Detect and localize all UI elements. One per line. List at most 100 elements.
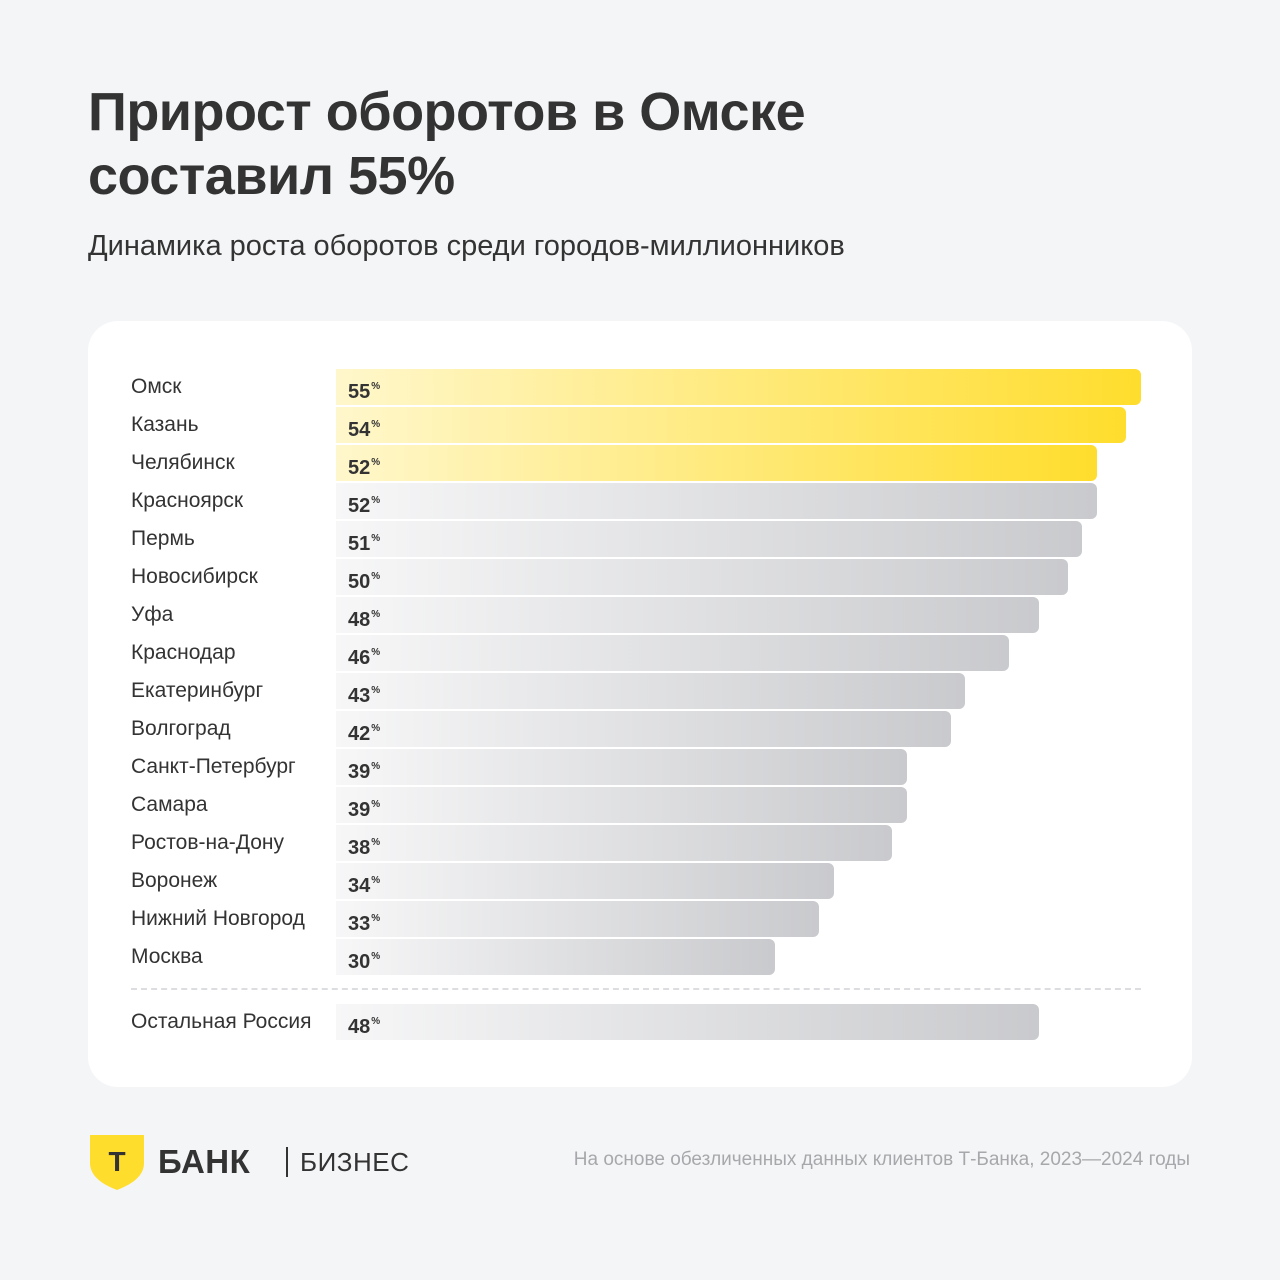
bar-value-number: 51 [348, 533, 371, 555]
category-label: Новосибирск [131, 565, 258, 588]
bar-value-number: 52 [348, 495, 371, 517]
reference-row: Остальная Россия 48% [88, 1004, 1192, 1040]
city-row: Новосибирск 50% [88, 559, 1192, 595]
bar: 52% [336, 483, 1097, 519]
bar-value-number: 46 [348, 647, 371, 669]
bar-value-unit: % [371, 799, 381, 810]
category-label: Волгоград [131, 717, 231, 740]
bar-value-unit: % [371, 419, 381, 430]
category-label: Остальная Россия [131, 1010, 312, 1033]
category-label: Красноярск [131, 489, 244, 512]
bar-value-unit: % [371, 685, 381, 696]
brand-name: БАНК [158, 1143, 251, 1180]
category-label: Самара [131, 793, 208, 816]
bar-value-label: 33% [348, 901, 380, 937]
city-row: Санкт-Петербург 39% [88, 749, 1192, 785]
bar-value-label: 42% [348, 711, 380, 747]
bar-value-unit: % [371, 609, 381, 620]
bar-value-number: 48 [348, 1016, 371, 1038]
bar-value-unit: % [371, 723, 381, 734]
category-label: Нижний Новгород [131, 907, 305, 930]
bar-value-number: 52 [348, 457, 371, 479]
bar-value-label: 50% [348, 559, 380, 595]
bar-chart: Омск 55% Казань 54% Челябинск 52% Красноярск 52… [88, 321, 1192, 1087]
bar: 39% [336, 787, 907, 823]
bar-value-unit: % [371, 1016, 381, 1027]
bar-value-label: 39% [348, 787, 380, 823]
bar-value-label: 51% [348, 521, 380, 557]
bar: 42% [336, 711, 951, 747]
city-row: Челябинск 52% [88, 445, 1192, 481]
tbank-shield-icon: Т [90, 1135, 144, 1190]
brand-subtitle: БИЗНЕС [300, 1147, 410, 1177]
city-row: Ростов-на-Дону 38% [88, 825, 1192, 861]
bar: 52% [336, 445, 1097, 481]
page-title: Прирост оборотов в Омске составил 55% [88, 80, 806, 208]
bar: 51% [336, 521, 1082, 557]
brand-separator [286, 1147, 288, 1177]
bar: 39% [336, 749, 907, 785]
category-label: Санкт-Петербург [131, 755, 296, 778]
bar: 54% [336, 407, 1126, 443]
bar-value-number: 39 [348, 761, 371, 783]
city-row: Москва 30% [88, 939, 1192, 975]
bar-value-unit: % [371, 533, 381, 544]
bar-value-label: 55% [348, 369, 380, 405]
bar: 43% [336, 673, 965, 709]
bar-value-label: 46% [348, 635, 380, 671]
bar: 48% [336, 597, 1039, 633]
bar-value-number: 54 [348, 419, 371, 441]
city-row: Воронеж 34% [88, 863, 1192, 899]
category-label: Казань [131, 413, 199, 436]
bar-value-number: 48 [348, 609, 371, 631]
bar: 50% [336, 559, 1068, 595]
bar-value-unit: % [371, 381, 381, 392]
city-row: Уфа 48% [88, 597, 1192, 633]
city-row: Краснодар 46% [88, 635, 1192, 671]
logo-letter: Т [108, 1146, 125, 1177]
bar-value-label: 38% [348, 825, 380, 861]
category-label: Уфа [131, 603, 174, 626]
bar-value-label: 52% [348, 483, 380, 519]
bar-value-label: 39% [348, 749, 380, 785]
bar-value-label: 48% [348, 597, 380, 633]
bar-value-unit: % [371, 951, 381, 962]
city-row: Самара 39% [88, 787, 1192, 823]
city-row: Нижний Новгород 33% [88, 901, 1192, 937]
bar-value-unit: % [371, 875, 381, 886]
bar-value-unit: % [371, 647, 381, 658]
bar: 48% [336, 1004, 1039, 1040]
city-row: Пермь 51% [88, 521, 1192, 557]
bar-value-label: 43% [348, 673, 380, 709]
bar: 46% [336, 635, 1009, 671]
bar: 38% [336, 825, 892, 861]
city-row: Екатеринбург 43% [88, 673, 1192, 709]
bar-value-label: 52% [348, 445, 380, 481]
title-line-1: Прирост оборотов в Омске [88, 82, 806, 142]
bar: 34% [336, 863, 834, 899]
tbank-business-logo: Т БАНК БИЗНЕС [88, 1133, 448, 1191]
bar-value-label: 30% [348, 939, 380, 975]
category-label: Челябинск [131, 451, 235, 474]
bar-value-unit: % [371, 571, 381, 582]
city-row: Красноярск 52% [88, 483, 1192, 519]
bar-value-number: 55 [348, 381, 371, 403]
bar-value-label: 54% [348, 407, 380, 443]
bar-value-number: 34 [348, 875, 371, 897]
bar-value-number: 50 [348, 571, 371, 593]
category-label: Ростов-на-Дону [131, 831, 284, 854]
bar-value-number: 42 [348, 723, 371, 745]
bar-value-label: 34% [348, 863, 380, 899]
city-row: Омск 55% [88, 369, 1192, 405]
bar-value-unit: % [371, 457, 381, 468]
bar-value-unit: % [371, 837, 381, 848]
category-label: Пермь [131, 527, 195, 550]
bar: 55% [336, 369, 1141, 405]
reference-divider [131, 988, 1141, 990]
category-label: Омск [131, 375, 182, 398]
city-row: Казань 54% [88, 407, 1192, 443]
bar: 30% [336, 939, 775, 975]
bar-value-number: 30 [348, 951, 371, 973]
category-label: Краснодар [131, 641, 236, 664]
bar-value-number: 33 [348, 913, 371, 935]
